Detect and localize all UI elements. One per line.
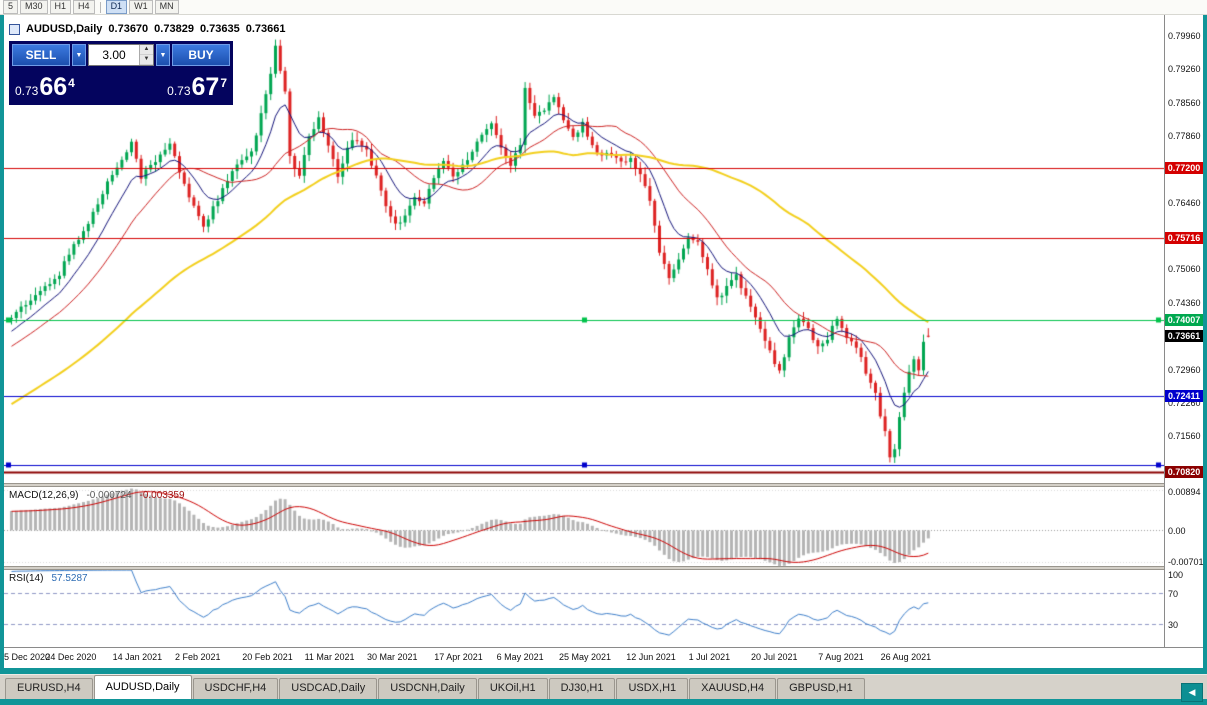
rsi-label: RSI(14) 57.5287 bbox=[9, 573, 88, 584]
sell-dropdown-icon[interactable]: ▼ bbox=[72, 44, 86, 66]
price-badge: 0.74007 bbox=[1165, 313, 1203, 326]
price-tick: 0.75060 bbox=[1168, 264, 1201, 275]
buy-dropdown-icon[interactable]: ▼ bbox=[156, 44, 170, 66]
toolbar-separator bbox=[99, 1, 101, 13]
date-label: 7 Aug 2021 bbox=[818, 652, 864, 662]
sell-price-pips: 66 bbox=[39, 73, 68, 101]
chart-icon bbox=[9, 23, 20, 35]
macd-value-main: -0.000724 bbox=[86, 490, 132, 501]
timeframe-h4[interactable]: H4 bbox=[73, 0, 95, 14]
timeframe-mn[interactable]: MN bbox=[154, 0, 179, 14]
chart-tab-bar: EURUSD,H4 AUDUSD,Daily USDCHF,H4 USDCAD,Dai… bbox=[0, 674, 1207, 699]
date-label: 14 Jan 2021 bbox=[112, 652, 163, 662]
ohlc-close: 0.73661 bbox=[245, 23, 286, 35]
price-tick: 0.76460 bbox=[1168, 197, 1201, 208]
price-axis[interactable]: 0.79960 0.79260 0.78560 0.77860 0.76460 0.750… bbox=[1164, 15, 1204, 647]
rsi-value: 57.5287 bbox=[51, 573, 88, 584]
one-click-trading-panel: SELL ▼ 3.00 ▲ ▼ ▼ BUY 0.73 66 4 0.73 67 7 bbox=[9, 41, 233, 105]
price-badge: 0.73661 bbox=[1165, 330, 1203, 343]
sell-button[interactable]: SELL bbox=[12, 44, 70, 66]
pane-separator[interactable] bbox=[4, 483, 1203, 487]
timeframe-5[interactable]: 5 bbox=[3, 0, 19, 14]
price-tick: 0.74360 bbox=[1168, 297, 1201, 308]
tab-usdcnh-daily[interactable]: USDCNH,Daily bbox=[378, 678, 477, 699]
date-label: 6 May 2021 bbox=[496, 652, 544, 662]
macd-axis-label: 0.00 bbox=[1168, 526, 1186, 537]
date-label: 24 Dec 2020 bbox=[45, 652, 97, 662]
volume-down-icon[interactable]: ▼ bbox=[140, 55, 153, 65]
price-badge: 0.75716 bbox=[1165, 232, 1203, 245]
timeframe-toolbar: 5 M30 H1 H4 D1 W1 MN bbox=[0, 0, 1207, 15]
price-badge: 0.72411 bbox=[1165, 389, 1203, 402]
date-label: 20 Feb 2021 bbox=[242, 652, 293, 662]
price-tick: 0.79260 bbox=[1168, 64, 1201, 75]
rsi-axis-label: 70 bbox=[1168, 589, 1179, 600]
buy-button[interactable]: BUY bbox=[172, 44, 230, 66]
date-label: 25 May 2021 bbox=[559, 652, 612, 662]
price-tick: 0.71560 bbox=[1168, 431, 1201, 442]
price-tick: 0.78560 bbox=[1168, 97, 1201, 108]
rsi-title: RSI(14) bbox=[9, 573, 44, 584]
macd-indicator-canvas[interactable] bbox=[4, 487, 1164, 566]
buy-price-point: 7 bbox=[220, 76, 227, 90]
tab-gbpusd-h1[interactable]: GBPUSD,H1 bbox=[777, 678, 865, 699]
buy-price: 0.73 67 7 bbox=[167, 75, 227, 100]
buy-price-prefix: 0.73 bbox=[167, 84, 191, 98]
pane-separator[interactable] bbox=[4, 566, 1203, 570]
timeframe-m30[interactable]: M30 bbox=[20, 0, 48, 14]
macd-axis-label: 0.00894 bbox=[1168, 487, 1201, 497]
rsi-axis-label: 30 bbox=[1168, 619, 1179, 630]
volume-input[interactable]: 3.00 ▲ ▼ bbox=[88, 44, 154, 66]
timeframe-d1[interactable]: D1 bbox=[105, 0, 128, 14]
price-badge: 0.70820 bbox=[1165, 465, 1203, 478]
tab-usdchf-h4[interactable]: USDCHF,H4 bbox=[192, 678, 279, 699]
macd-label: MACD(12,26,9) -0.000724 -0.003359 bbox=[9, 490, 185, 501]
tab-usdx-h1[interactable]: USDX,H1 bbox=[616, 678, 689, 699]
macd-title: MACD(12,26,9) bbox=[9, 490, 79, 501]
macd-axis-label: -0.00701 bbox=[1168, 557, 1204, 567]
date-label: 20 Jul 2021 bbox=[751, 652, 798, 662]
volume-spinner[interactable]: ▲ ▼ bbox=[139, 45, 153, 65]
tab-dj30-h1[interactable]: DJ30,H1 bbox=[548, 678, 616, 699]
date-label: 1 Jul 2021 bbox=[688, 652, 731, 662]
tab-ukoil-h1[interactable]: UKOil,H1 bbox=[477, 678, 548, 699]
ohlc-high: 0.73829 bbox=[154, 23, 194, 35]
date-label: 5 Dec 2020 bbox=[4, 652, 51, 662]
chart-ohlc-header: AUDUSD,Daily 0.73670 0.73829 0.73635 0.7… bbox=[9, 23, 285, 35]
ohlc-low: 0.73635 bbox=[199, 23, 240, 35]
tab-audusd-daily[interactable]: AUDUSD,Daily bbox=[93, 675, 192, 699]
macd-value-signal: -0.003359 bbox=[139, 490, 185, 501]
tab-usdcad-daily[interactable]: USDCAD,Daily bbox=[279, 678, 378, 699]
price-tick: 0.72960 bbox=[1168, 364, 1201, 375]
date-label: 11 Mar 2021 bbox=[304, 652, 355, 662]
date-label: 2 Feb 2021 bbox=[175, 652, 221, 662]
sell-price-prefix: 0.73 bbox=[15, 84, 39, 98]
price-tick: 0.72260 bbox=[1168, 397, 1201, 408]
rsi-indicator-canvas[interactable] bbox=[4, 570, 1164, 647]
tab-xauusd-h4[interactable]: XAUUSD,H4 bbox=[689, 678, 777, 699]
date-axis[interactable]: 5 Dec 2020 24 Dec 2020 14 Jan 2021 2 Feb 20… bbox=[4, 647, 1203, 668]
tab-eurusd-h4[interactable]: EURUSD,H4 bbox=[5, 678, 93, 699]
price-badge: 0.77200 bbox=[1165, 161, 1203, 174]
sell-price: 0.73 66 4 bbox=[15, 75, 75, 100]
price-tick: 0.79960 bbox=[1168, 30, 1201, 41]
date-label: 26 Aug 2021 bbox=[880, 652, 932, 662]
chart-window: AUDUSD,Daily 0.73670 0.73829 0.73635 0.7… bbox=[4, 15, 1204, 668]
scroll-left-button[interactable]: ◀ bbox=[1181, 683, 1203, 702]
buy-price-pips: 67 bbox=[191, 73, 220, 101]
date-label: 12 Jun 2021 bbox=[626, 652, 676, 662]
volume-value[interactable]: 3.00 bbox=[102, 48, 126, 62]
rsi-axis-label: 100 bbox=[1168, 570, 1184, 580]
chart-symbol: AUDUSD,Daily bbox=[26, 23, 103, 35]
date-label: 30 Mar 2021 bbox=[367, 652, 418, 662]
date-label: 17 Apr 2021 bbox=[434, 652, 483, 662]
sell-price-point: 4 bbox=[68, 76, 75, 90]
ohlc-open: 0.73670 bbox=[108, 23, 149, 35]
timeframe-w1[interactable]: W1 bbox=[129, 0, 153, 14]
price-tick: 0.77860 bbox=[1168, 131, 1201, 142]
volume-up-icon[interactable]: ▲ bbox=[140, 45, 153, 55]
timeframe-h1[interactable]: H1 bbox=[49, 0, 72, 14]
